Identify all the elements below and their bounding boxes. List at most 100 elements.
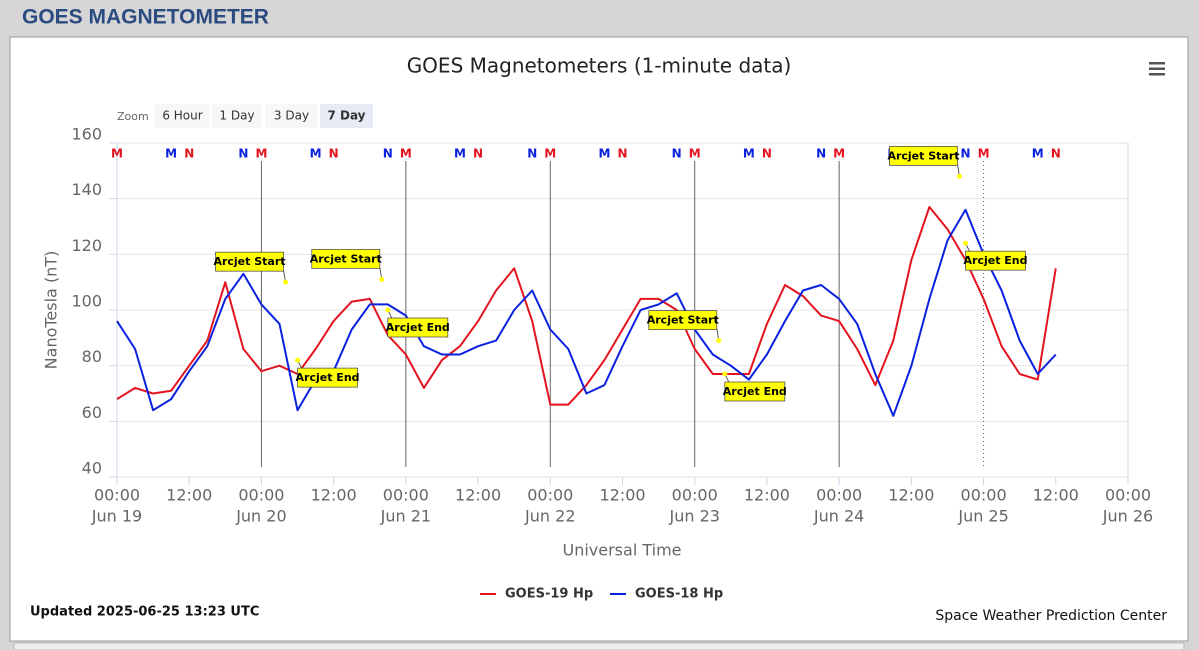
zoom-button[interactable] — [265, 104, 318, 128]
annotation-label: Arcjet End — [386, 321, 450, 334]
menu-icon[interactable] — [1149, 62, 1165, 76]
annotation-point — [963, 240, 969, 246]
x-tick-label: 00:00 — [383, 486, 429, 505]
zoom-button-label[interactable]: 3 Day — [274, 109, 309, 123]
x-tick-date: Jun 21 — [380, 507, 431, 526]
zoom-button[interactable] — [155, 104, 210, 128]
orbit-marker: M — [111, 147, 123, 161]
orbit-marker: M — [689, 147, 701, 161]
orbit-marker: N — [762, 147, 772, 161]
x-tick-label: 00:00 — [527, 486, 573, 505]
series-line — [116, 206, 1057, 406]
annotation-box — [965, 250, 1026, 271]
x-tick-date: Jun 20 — [235, 507, 286, 526]
annotation-point — [385, 307, 391, 313]
zoom-label: Zoom — [117, 110, 149, 123]
orbit-marker: N — [329, 147, 339, 161]
orbit-marker: M — [833, 147, 845, 161]
credit: Space Weather Prediction Center — [935, 608, 1167, 624]
x-tick-label: 12:00 — [166, 486, 212, 505]
y-tick-label: 140 — [71, 180, 102, 199]
orbit-marker: M — [598, 147, 610, 161]
orbit-marker: N — [816, 147, 826, 161]
zoom-button-label[interactable]: 7 Day — [327, 109, 365, 123]
x-tick-label: 12:00 — [311, 486, 357, 505]
x-tick-date: Jun 25 — [957, 507, 1008, 526]
annotation-label: Arcjet Start — [647, 314, 719, 327]
legend-label[interactable]: GOES-19 Hp — [505, 587, 593, 602]
zoom-button[interactable] — [320, 104, 373, 128]
orbit-marker: M — [400, 147, 412, 161]
y-tick-label: 80 — [82, 347, 102, 366]
annotation-point — [295, 357, 301, 363]
orbit-marker: N — [672, 147, 682, 161]
annotation-box — [297, 367, 358, 388]
annotation-box — [889, 145, 958, 166]
orbit-marker: M — [1032, 147, 1044, 161]
x-tick-label: 12:00 — [1033, 486, 1079, 505]
x-axis-label: Universal Time — [562, 541, 681, 560]
x-tick-label: 12:00 — [455, 486, 501, 505]
x-tick-label: 00:00 — [238, 486, 284, 505]
orbit-marker: M — [165, 147, 177, 161]
annotation-point — [283, 279, 288, 285]
x-tick-label: 12:00 — [599, 486, 645, 505]
y-tick-label: 120 — [71, 236, 102, 255]
annotation-box — [311, 248, 381, 269]
orbit-marker: N — [527, 147, 537, 161]
orbit-marker: M — [310, 147, 322, 161]
updated-text: Updated 2025-06-25 13:23 UTC — [30, 605, 259, 620]
annotation-box — [648, 310, 718, 331]
annotation-label: Arcjet Start — [310, 252, 382, 265]
annotation-label: Arcjet End — [964, 254, 1028, 267]
scrollbar[interactable] — [13, 642, 1185, 650]
orbit-marker: M — [255, 147, 267, 161]
y-axis-label: NanoTesla (nT) — [42, 251, 61, 370]
x-tick-date: Jun 22 — [524, 507, 575, 526]
orbit-marker: N — [184, 147, 194, 161]
annotation-label: Arcjet End — [296, 371, 360, 384]
orbit-marker: M — [454, 147, 466, 161]
x-tick-date: Jun 19 — [91, 507, 142, 526]
chart-title: GOES Magnetometers (1-minute data) — [407, 54, 792, 78]
orbit-marker: N — [383, 147, 393, 161]
orbit-marker: M — [743, 147, 755, 161]
zoom-button-label[interactable]: 6 Hour — [162, 109, 202, 123]
x-tick-label: 12:00 — [888, 486, 934, 505]
annotation-box — [387, 317, 449, 338]
legend-label[interactable]: GOES-18 Hp — [635, 587, 723, 602]
zoom-button[interactable] — [212, 104, 262, 128]
annotation-label: Arcjet Start — [887, 149, 959, 162]
orbit-marker: M — [544, 147, 556, 161]
series-line — [116, 208, 1057, 417]
annotation-point — [722, 371, 728, 377]
chart-card — [9, 36, 1189, 642]
x-tick-label: 00:00 — [1105, 486, 1151, 505]
annotation-point — [957, 173, 962, 179]
page-header: GOES MAGNETOMETER — [22, 6, 269, 29]
y-tick-label: 100 — [71, 292, 102, 311]
x-tick-date: Jun 24 — [813, 507, 864, 526]
annotation-point — [379, 276, 385, 282]
x-tick-date: Jun 26 — [1102, 507, 1153, 526]
annotation-box — [724, 381, 786, 402]
x-tick-label: 12:00 — [744, 486, 790, 505]
y-tick-label: 160 — [71, 125, 102, 144]
orbit-marker: N — [473, 147, 483, 161]
x-tick-date: Jun 23 — [668, 507, 719, 526]
y-tick-label: 60 — [82, 403, 102, 422]
annotation-point — [716, 338, 722, 344]
x-tick-label: 00:00 — [94, 486, 140, 505]
x-tick-label: 00:00 — [961, 486, 1007, 505]
y-tick-label: 40 — [82, 459, 102, 478]
orbit-marker: N — [617, 147, 627, 161]
orbit-marker: N — [1051, 147, 1061, 161]
annotation-label: Arcjet End — [723, 385, 787, 398]
orbit-marker: M — [978, 147, 990, 161]
zoom-button-label[interactable]: 1 Day — [219, 109, 254, 123]
orbit-marker: N — [960, 147, 970, 161]
x-tick-label: 00:00 — [816, 486, 862, 505]
annotation-label: Arcjet Start — [213, 255, 285, 268]
orbit-marker: N — [238, 147, 248, 161]
